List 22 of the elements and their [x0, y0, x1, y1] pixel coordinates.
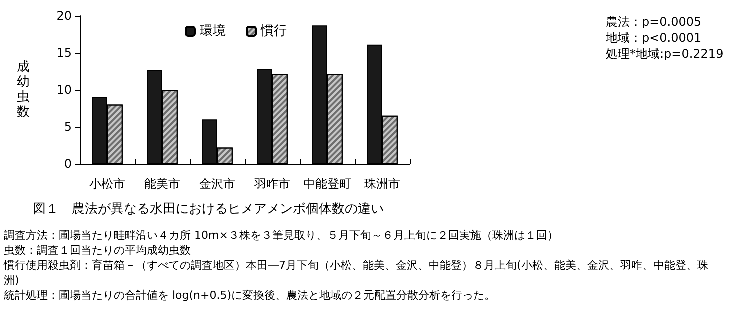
x-tick-label: 小松市 — [90, 177, 126, 191]
text: 処理*地域:p=0.2219 — [606, 47, 724, 61]
y-tick-label: 20 — [56, 9, 72, 23]
y-tick-label: 15 — [56, 46, 72, 60]
x-tick-label: 珠洲市 — [364, 177, 400, 191]
x-tick-label: 金沢市 — [200, 177, 236, 191]
x-tick-label: 中能登町 — [304, 177, 352, 191]
y-tick-label: 0 — [64, 157, 72, 171]
y-tick-label: 5 — [64, 120, 72, 134]
legend-label: 慣行 — [260, 24, 287, 39]
x-tick-label: 羽咋市 — [254, 177, 290, 191]
y-axis-title: 成幼虫数 — [17, 60, 30, 120]
text: 図１ 農法が異なる水田におけるヒメアメンボ個体数の違い — [33, 202, 384, 217]
text: 統計処理：圃場当たりの合計値を log(n+0.5)に変換後、農法と地域の２元配置分散分析を行った。 — [4, 289, 496, 302]
x-tick-label: 能美市 — [144, 177, 180, 191]
text: 地域：p<0.0001 — [605, 31, 702, 45]
text: 虫数：調査１回当たりの平均成幼虫数 — [4, 244, 191, 257]
text: 農法：p=0.0005 — [606, 15, 702, 29]
text: 慣行使用殺虫剤：育苗箱－（すべての調査地区）本田―7月下旬（小松、能美、金沢、中能登）８月上旬(小松、能美、金沢、羽咋、中能登、珠洲) — [3, 259, 708, 287]
text: 調査方法：圃場当たり畦畔沿い４カ所 10m×３株を３筆見取り、５月下旬～６月上旬に２回実施（珠洲は１回） — [4, 229, 558, 242]
y-tick-label: 10 — [56, 83, 72, 97]
legend-label: 環境 — [200, 23, 226, 39]
